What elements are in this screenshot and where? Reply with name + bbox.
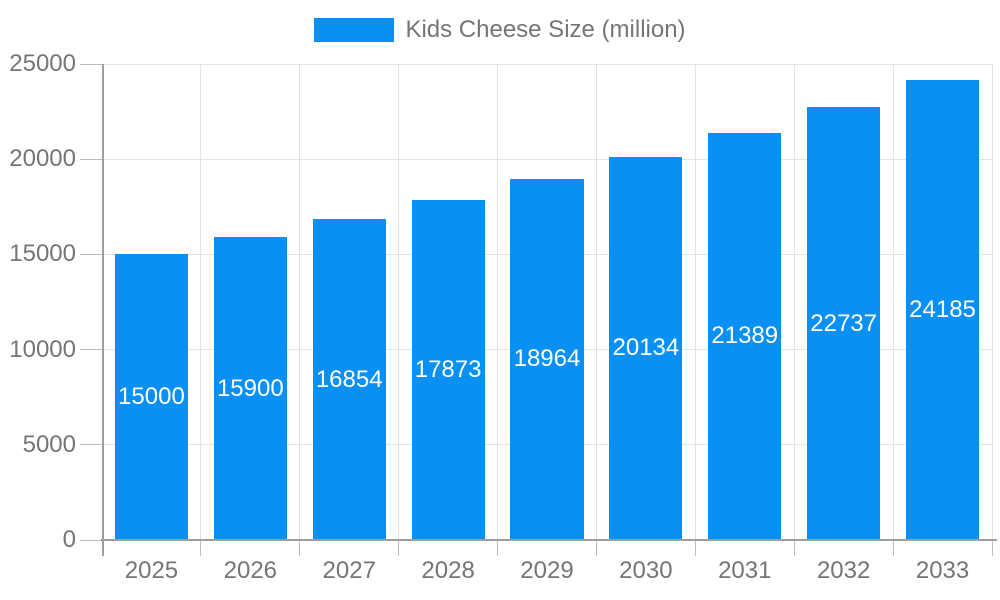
bar-value-label: 15900 [216, 374, 284, 402]
x-gridline [793, 64, 795, 540]
y-axis-tick [80, 444, 102, 446]
bar-2033: 24185 [905, 79, 980, 540]
bar-value-label: 22737 [810, 309, 878, 337]
bar-2030: 20134 [609, 156, 683, 540]
x-axis-tick [793, 540, 795, 556]
y-gridline [102, 158, 992, 160]
x-axis-tick [694, 540, 696, 556]
x-axis-tick [892, 540, 894, 556]
x-axis-label: 2027 [322, 557, 376, 584]
bar-2029: 18964 [510, 178, 584, 540]
y-gridline [102, 63, 992, 65]
bar-2026: 15900 [213, 237, 287, 540]
bar-2032: 22737 [807, 107, 881, 540]
x-axis-tick [200, 540, 202, 556]
x-axis-line [101, 539, 997, 541]
y-tick-label: 10000 [9, 335, 76, 363]
bar-2027: 16854 [312, 219, 386, 540]
bar-value-label: 24185 [909, 295, 976, 323]
y-tick-label: 15000 [9, 240, 76, 268]
bar-2025: 15000 [114, 254, 189, 540]
x-axis-tick [595, 540, 597, 556]
x-gridline [200, 64, 202, 540]
x-gridline [892, 64, 894, 540]
x-axis-label: 2031 [718, 557, 772, 584]
y-axis-line [102, 64, 104, 556]
y-tick-label: 5000 [22, 430, 76, 458]
x-axis-label: 2033 [915, 557, 970, 584]
y-tick-label: 20000 [9, 145, 76, 173]
x-axis-tick [398, 540, 400, 556]
chart-legend: Kids Cheese Size (million) [0, 18, 1000, 42]
legend-swatch-icon [314, 18, 395, 42]
y-axis-tick [80, 63, 102, 65]
x-gridline [694, 64, 696, 540]
bar-value-label: 16854 [315, 365, 383, 393]
y-axis-tick [80, 539, 102, 541]
plot-area: 0 5000 10000 15000 20000 25000 15000 2025 15900 2… [9, 52, 997, 583]
legend-label: Kids Cheese Size (million) [405, 16, 686, 43]
x-axis-label: 2032 [816, 557, 871, 584]
y-axis-tick [80, 158, 102, 160]
x-axis-tick [299, 540, 301, 556]
x-axis-tick [497, 540, 499, 556]
x-axis-label: 2030 [619, 557, 673, 584]
bar-value-label: 18964 [513, 345, 581, 373]
y-axis-tick [80, 349, 102, 351]
x-gridline [497, 64, 499, 540]
x-gridline [991, 64, 993, 540]
x-axis-label: 2025 [124, 557, 179, 584]
x-gridline [595, 64, 597, 540]
x-axis-label: 2026 [223, 557, 278, 584]
y-tick-label: 25000 [9, 50, 76, 77]
x-axis-label: 2029 [520, 557, 574, 584]
x-gridline [299, 64, 301, 540]
bar-value-label: 21389 [711, 322, 779, 350]
bar-2031: 21389 [708, 132, 782, 540]
y-tick-label: 0 [62, 526, 76, 553]
bar-value-label: 17873 [414, 355, 482, 383]
bar-value-label: 15000 [118, 383, 185, 411]
x-axis-label: 2028 [421, 557, 475, 584]
x-gridline [398, 64, 400, 540]
y-axis-tick [80, 253, 102, 255]
bar-2028: 17873 [411, 199, 485, 540]
x-axis-tick [991, 540, 993, 556]
bar-value-label: 20134 [612, 334, 680, 362]
